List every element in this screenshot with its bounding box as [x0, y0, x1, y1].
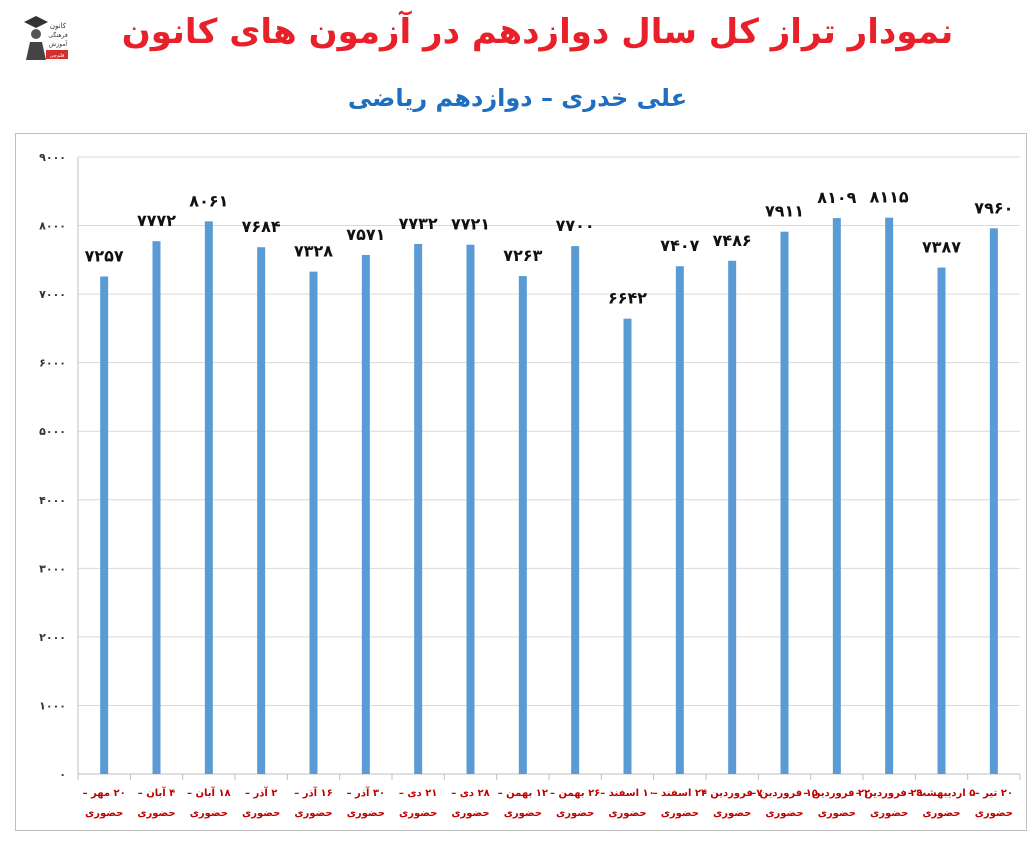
bar [832, 218, 841, 774]
y-tick-label: ۵۰۰۰ [39, 425, 66, 438]
x-tick-label: ۲ آذر – [245, 786, 277, 799]
logo-line-1: کانون [50, 22, 67, 30]
y-tick-label: ۶۰۰۰ [39, 357, 66, 370]
y-tick-label: ۹۰۰۰ [39, 151, 66, 164]
y-tick-label: ۴۰۰۰ [39, 494, 66, 507]
data-label: ۸۱۱۵ [870, 188, 909, 207]
x-tick-label: ۱۲ بهمن – [498, 788, 548, 799]
data-label: ۷۴۰۷ [660, 236, 699, 255]
data-label: ۷۷۷۲ [137, 211, 176, 230]
x-tick-label: ۳۰ آذر – [347, 786, 386, 799]
x-tick-label: حضوری [347, 808, 385, 819]
x-tick-label: ۷ فروردین – [702, 788, 763, 799]
bar [780, 231, 789, 775]
data-label: ۷۵۷۱ [346, 225, 385, 244]
x-tick-label: ۵ اردیبهشت – [908, 788, 976, 799]
bar [989, 228, 998, 774]
x-tick-label: ۲۶ بهمن – [550, 788, 600, 799]
x-tick-label: ۱۶ آذر – [294, 786, 333, 799]
logo-line-3: آموزش [49, 39, 68, 48]
graduation-cap-icon [24, 16, 48, 28]
x-tick-label: حضوری [608, 808, 646, 819]
data-label: ۷۷۰۰ [556, 216, 595, 235]
data-label: ۷۲۶۳ [503, 246, 542, 265]
x-tick-label: ۲۹ فروردین – [856, 788, 923, 799]
chart-frame: ۰ ۱۰۰۰ ۲۰۰۰ ۳۰۰۰ ۴۰۰۰ ۵۰۰۰ ۶۰۰۰ ۷۰۰۰ ۸۰۰۰ ۹۰۰۰ ۷۲۵… [15, 133, 1027, 831]
bar [204, 221, 213, 774]
x-tick-label: حضوری [137, 808, 175, 819]
x-tick-label: ۱۸ آبان – [187, 786, 231, 799]
bar [518, 276, 527, 774]
x-tick-label: ۱۰ اسفند – [600, 788, 655, 799]
logo-badge: قلم‌چی [50, 53, 65, 59]
x-tick-label: حضوری [870, 808, 908, 819]
x-tick-label: حضوری [242, 808, 280, 819]
bar [885, 217, 894, 775]
data-label: ۷۷۲۱ [451, 215, 490, 234]
data-label: ۷۳۲۸ [294, 242, 333, 261]
y-tick-label: ۱۰۰۰ [39, 699, 66, 712]
x-tick-label: حضوری [713, 808, 751, 819]
data-label: ۸۰۶۱ [189, 191, 228, 210]
logo-line-2: فرهنگی [48, 31, 68, 39]
x-tick-label: ۱۵ فروردین – [751, 788, 818, 799]
y-tick-label: ۲۰۰۰ [39, 631, 66, 644]
y-tick-label: ۷۰۰۰ [39, 288, 66, 301]
bar [361, 254, 370, 774]
data-label: ۸۱۰۹ [817, 188, 856, 207]
bar [257, 247, 266, 774]
bar [100, 276, 109, 774]
bar-chart: ۰ ۱۰۰۰ ۲۰۰۰ ۳۰۰۰ ۴۰۰۰ ۵۰۰۰ ۶۰۰۰ ۷۰۰۰ ۸۰۰۰ ۹۰۰۰ ۷۲۵… [39, 151, 1021, 819]
page-title: نمودار تراز کل سال دوازدهم در آزمون های … [121, 12, 954, 52]
page-subtitle: علی خدری – دوازدهم ریاضی [347, 84, 688, 112]
x-tick-label: حضوری [556, 808, 594, 819]
bar [152, 241, 161, 774]
bar [675, 266, 684, 774]
x-tick-label: حضوری [504, 808, 542, 819]
data-label: ۷۹۱۱ [765, 202, 804, 221]
bar [623, 318, 632, 774]
x-tick-label: ۲۸ دی – [451, 788, 489, 799]
x-tick-label: حضوری [451, 808, 489, 819]
x-tick-label: حضوری [85, 808, 123, 819]
data-label: ۷۷۳۲ [399, 214, 438, 233]
data-label: ۷۴۸۶ [713, 231, 752, 250]
data-label: ۷۹۶۰ [974, 198, 1013, 217]
x-tick-label: ۴ آبان – [138, 786, 176, 799]
x-tick-label: حضوری [190, 808, 228, 819]
data-label: ۷۲۵۷ [85, 246, 124, 265]
bar [937, 267, 946, 774]
bar [571, 246, 580, 775]
x-tick-label: ۲۲ فروردین – [803, 788, 870, 799]
x-tick-label: ۲۴ اسفند – [653, 788, 708, 799]
bar [309, 271, 318, 774]
x-tick-label: ۲۰ تیر – [975, 788, 1013, 799]
x-tick-label: حضوری [765, 808, 803, 819]
x-tick-label: حضوری [975, 808, 1013, 819]
x-tick-label: ۲۰ مهر – [83, 788, 126, 799]
data-label: ۷۳۸۷ [922, 238, 961, 257]
data-label: ۶۶۴۲ [608, 289, 647, 308]
x-tick-label: حضوری [922, 808, 960, 819]
x-tick-label: حضوری [818, 808, 856, 819]
x-tick-label: حضوری [661, 808, 699, 819]
y-tick-label: ۸۰۰۰ [39, 220, 66, 233]
bar [414, 243, 423, 774]
data-label: ۷۶۸۴ [242, 217, 281, 236]
y-tick-label: ۰ [59, 768, 66, 781]
x-tick-label: حضوری [294, 808, 332, 819]
x-tick-label: حضوری [399, 808, 437, 819]
kanoon-logo: کانون فرهنگی آموزش قلم‌چی [18, 10, 68, 70]
y-tick-label: ۳۰۰۰ [39, 562, 66, 575]
bar [728, 260, 737, 775]
bar [466, 244, 475, 774]
x-tick-label: ۲۱ دی – [399, 788, 437, 799]
